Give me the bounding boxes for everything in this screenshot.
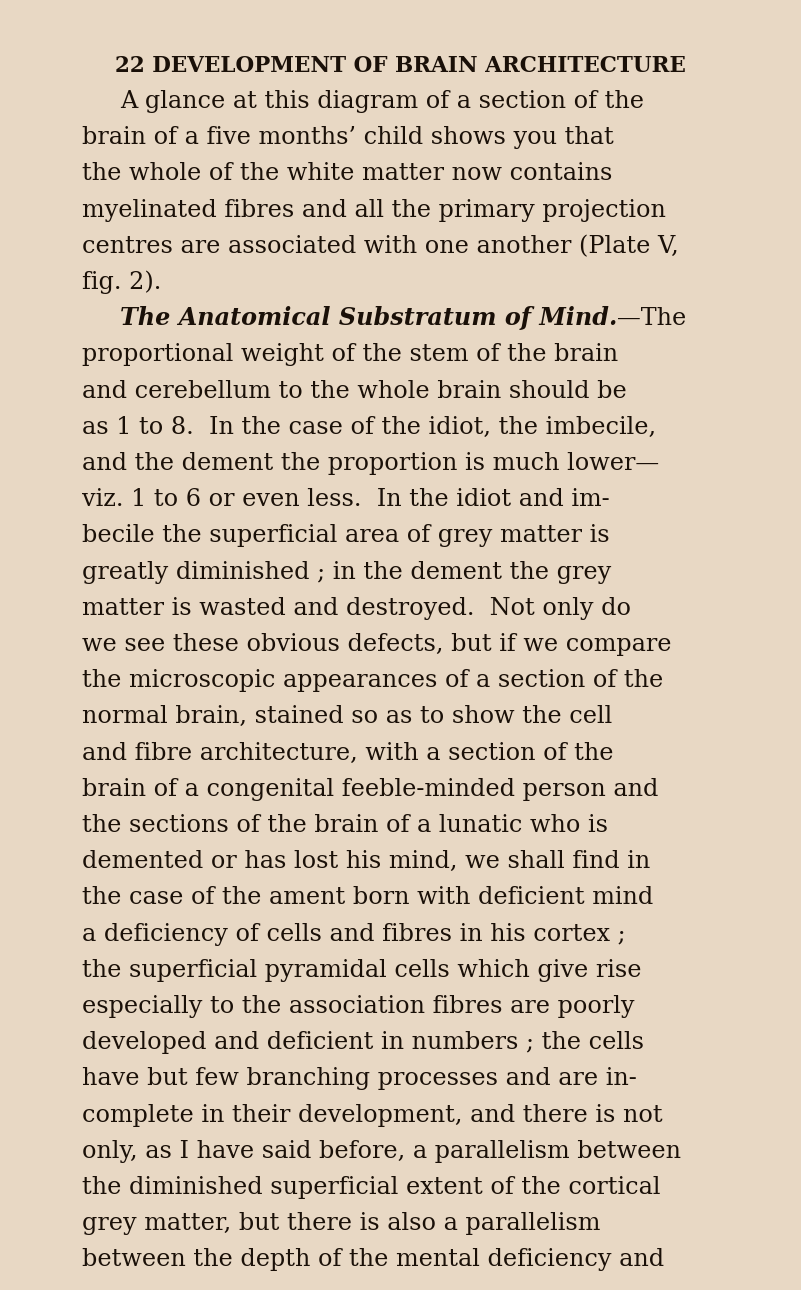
Text: matter is wasted and destroyed.  Not only do: matter is wasted and destroyed. Not only… — [82, 597, 631, 619]
Text: A glance at this diagram of a section of the: A glance at this diagram of a section of… — [120, 90, 644, 114]
Text: a deficiency of cells and fibres in his cortex ;: a deficiency of cells and fibres in his … — [82, 922, 626, 946]
Text: the sections of the brain of a lunatic who is: the sections of the brain of a lunatic w… — [82, 814, 608, 837]
Text: The Anatomical Substratum of Mind.: The Anatomical Substratum of Mind. — [120, 306, 618, 330]
Text: especially to the association fibres are poorly: especially to the association fibres are… — [82, 995, 634, 1018]
Text: proportional weight of the stem of the brain: proportional weight of the stem of the b… — [82, 343, 618, 366]
Text: grey matter, but there is also a parallelism: grey matter, but there is also a paralle… — [82, 1213, 601, 1236]
Text: centres are associated with one another (Plate V,: centres are associated with one another … — [82, 235, 678, 258]
Text: have but few branching processes and are in-: have but few branching processes and are… — [82, 1067, 637, 1090]
Text: we see these obvious defects, but if we compare: we see these obvious defects, but if we … — [82, 633, 671, 657]
Text: only, as I have said before, a parallelism between: only, as I have said before, a paralleli… — [82, 1140, 681, 1162]
Text: —The: —The — [618, 307, 686, 330]
Text: greatly diminished ; in the dement the grey: greatly diminished ; in the dement the g… — [82, 561, 611, 583]
Text: brain of a five months’ child shows you that: brain of a five months’ child shows you … — [82, 126, 614, 150]
Text: and fibre architecture, with a section of the: and fibre architecture, with a section o… — [82, 742, 614, 765]
Text: complete in their development, and there is not: complete in their development, and there… — [82, 1104, 662, 1126]
Text: brain of a congenital feeble-minded person and: brain of a congenital feeble-minded pers… — [82, 778, 658, 801]
Text: fig. 2).: fig. 2). — [82, 271, 161, 294]
Text: viz. 1 to 6 or even less.  In the idiot and im-: viz. 1 to 6 or even less. In the idiot a… — [82, 488, 610, 511]
Text: myelinated fibres and all the primary projection: myelinated fibres and all the primary pr… — [82, 199, 666, 222]
Text: the microscopic appearances of a section of the: the microscopic appearances of a section… — [82, 670, 663, 693]
Text: becile the superficial area of grey matter is: becile the superficial area of grey matt… — [82, 525, 610, 547]
Text: and cerebellum to the whole brain should be: and cerebellum to the whole brain should… — [82, 379, 626, 402]
Text: developed and deficient in numbers ; the cells: developed and deficient in numbers ; the… — [82, 1031, 644, 1054]
Text: the diminished superficial extent of the cortical: the diminished superficial extent of the… — [82, 1176, 661, 1198]
Text: and the dement the proportion is much lower—: and the dement the proportion is much lo… — [82, 451, 659, 475]
Text: normal brain, stained so as to show the cell: normal brain, stained so as to show the … — [82, 706, 612, 729]
Text: the case of the ament born with deficient mind: the case of the ament born with deficien… — [82, 886, 654, 909]
Text: between the depth of the mental deficiency and: between the depth of the mental deficien… — [82, 1249, 664, 1272]
Text: 22 DEVELOPMENT OF BRAIN ARCHITECTURE: 22 DEVELOPMENT OF BRAIN ARCHITECTURE — [115, 55, 686, 77]
Text: the superficial pyramidal cells which give rise: the superficial pyramidal cells which gi… — [82, 958, 642, 982]
Text: as 1 to 8.  In the case of the idiot, the imbecile,: as 1 to 8. In the case of the idiot, the… — [82, 415, 656, 439]
Text: demented or has lost his mind, we shall find in: demented or has lost his mind, we shall … — [82, 850, 650, 873]
Text: the whole of the white matter now contains: the whole of the white matter now contai… — [82, 163, 613, 186]
